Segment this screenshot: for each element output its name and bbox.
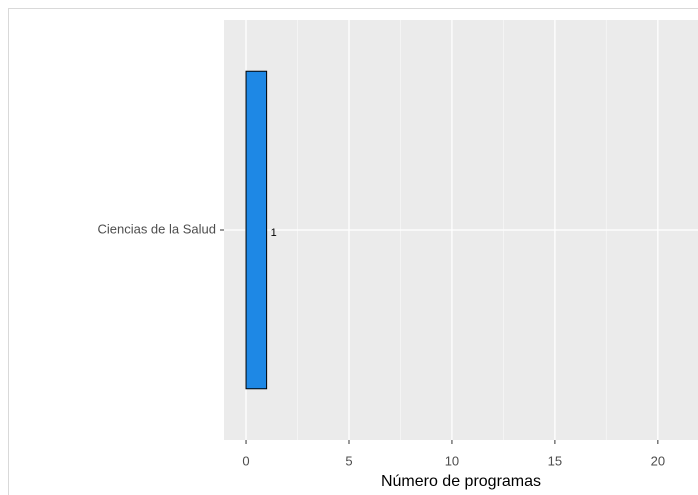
value-label: 1 (271, 227, 277, 239)
x-tick-label: 10 (445, 453, 459, 468)
bar (245, 70, 268, 390)
x-tick-label: 20 (651, 453, 665, 468)
frame (8, 8, 698, 495)
x-axis-title: Número de programas (381, 473, 541, 490)
x-tick-label: 15 (548, 453, 562, 468)
x-tick-label: 0 (242, 453, 249, 468)
x-tick-label: 5 (345, 453, 352, 468)
y-tick-label: Ciencias de la Salud (97, 221, 216, 236)
